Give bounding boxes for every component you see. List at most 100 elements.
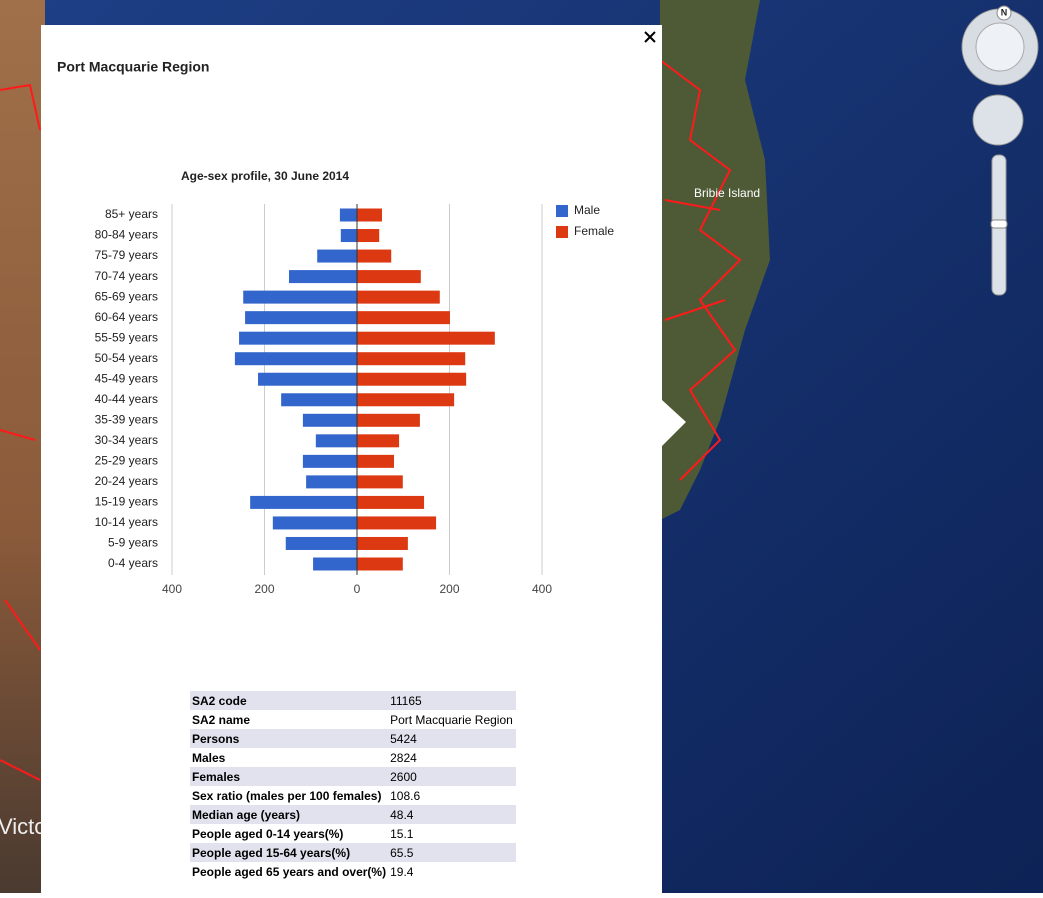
- bar: [317, 249, 357, 263]
- bar: [357, 352, 466, 366]
- bar: [357, 475, 403, 489]
- bar: [302, 454, 357, 468]
- bar: [357, 495, 425, 509]
- bar: [302, 413, 357, 427]
- close-button[interactable]: [644, 31, 656, 43]
- y-tick-label: 0-4 years: [108, 556, 158, 570]
- map-label: Victo: [0, 814, 47, 839]
- row-value: 5424: [388, 729, 517, 748]
- bar: [357, 393, 455, 407]
- row-label: People aged 15-64 years(%): [190, 843, 389, 862]
- boundaries: [659, 59, 742, 481]
- bar: [357, 536, 408, 550]
- row-value: Port Macquarie Region: [390, 712, 513, 727]
- y-tick-label: 75-79 years: [95, 248, 158, 262]
- row-value: 48.4: [388, 805, 517, 824]
- bar: [285, 536, 357, 550]
- row-value: 108.6: [390, 788, 421, 803]
- bar: [357, 557, 403, 571]
- row-label: Median age (years): [190, 805, 389, 824]
- y-tick-label: 35-39 years: [95, 412, 158, 426]
- x-tick-label: 0: [354, 582, 361, 596]
- row-value: 2600: [388, 767, 517, 786]
- y-tick-label: 40-44 years: [95, 392, 158, 406]
- row-label: Females: [190, 767, 389, 786]
- bar: [357, 434, 400, 448]
- table-row: Females 2600: [190, 767, 517, 786]
- row-label: Persons: [190, 729, 389, 748]
- row-label: Sex ratio (males per 100 females): [192, 788, 382, 803]
- bar: [357, 249, 392, 263]
- row-value: 65.5: [388, 843, 517, 862]
- bar: [357, 372, 467, 386]
- row-label: Males: [192, 750, 226, 765]
- y-tick-label: 10-14 years: [95, 515, 158, 529]
- bar: [234, 352, 357, 366]
- row-label: SA2 code: [190, 691, 389, 710]
- bar: [357, 311, 450, 325]
- popup-title: Port Macquarie Region: [57, 59, 209, 75]
- bar: [357, 516, 437, 530]
- row-label: People aged 65 years and over(%): [192, 864, 387, 879]
- x-tick-label: 200: [439, 582, 459, 596]
- bar: [357, 413, 420, 427]
- bar: [258, 372, 357, 386]
- row-value: 19.4: [390, 864, 414, 879]
- row-label: SA2 name: [192, 712, 251, 727]
- y-tick-label: 5-9 years: [108, 536, 158, 550]
- bar: [357, 270, 421, 284]
- legend-swatch: [556, 205, 568, 217]
- legend-label: Male: [574, 203, 600, 217]
- bar: [339, 208, 357, 222]
- bar: [357, 454, 394, 468]
- table-row: Males 2824: [190, 748, 516, 767]
- land-left: [0, 0, 45, 893]
- bar: [357, 290, 440, 304]
- bar: [245, 311, 357, 325]
- table-row: Persons 5424: [190, 729, 517, 748]
- y-tick-label: 55-59 years: [95, 330, 158, 344]
- compass[interactable]: [996, 5, 1012, 21]
- y-tick-label: 15-19 years: [95, 495, 158, 509]
- table-row: People aged 0-14 years(%) 15.1: [190, 824, 516, 843]
- move-control[interactable]: [972, 94, 1024, 146]
- y-tick-label: 45-49 years: [95, 371, 158, 385]
- y-tick-label: 20-24 years: [95, 474, 158, 488]
- legend-label: Female: [574, 224, 614, 238]
- land-right: [660, 0, 770, 520]
- look-control-inner[interactable]: [975, 22, 1025, 72]
- legend-swatch: [556, 226, 568, 238]
- y-tick-label: 80-84 years: [95, 228, 158, 242]
- bar: [250, 495, 357, 509]
- y-tick-label: 85+ years: [105, 207, 158, 221]
- bar: [313, 557, 357, 571]
- boundaries: [0, 83, 41, 781]
- y-tick-label: 30-34 years: [95, 433, 158, 447]
- y-tick-label: 70-74 years: [95, 269, 158, 283]
- row-value: 2824: [390, 750, 417, 765]
- zoom-thumb[interactable]: [990, 219, 1008, 229]
- bar: [340, 229, 357, 243]
- y-tick-label: 60-64 years: [95, 310, 158, 324]
- x-tick-label: 400: [532, 582, 552, 596]
- bar: [306, 475, 357, 489]
- bar: [315, 434, 357, 448]
- table-row: Sex ratio (males per 100 females) 108.6: [190, 786, 516, 805]
- bar: [272, 516, 357, 530]
- compass-label: N: [1001, 7, 1008, 17]
- popup-pointer: [662, 400, 686, 446]
- bar: [357, 331, 495, 345]
- map-label: Bribie Island: [694, 186, 760, 200]
- table-row: People aged 15-64 years(%) 65.5: [190, 843, 517, 862]
- y-tick-label: 50-54 years: [95, 351, 158, 365]
- table-row: SA2 name Port Macquarie Region: [190, 710, 516, 729]
- bar: [289, 270, 357, 284]
- table-row: SA2 code 11165: [190, 691, 517, 710]
- y-tick-label: 65-69 years: [95, 289, 158, 303]
- row-value: 15.1: [390, 826, 414, 841]
- bar: [357, 208, 382, 222]
- table-row: Median age (years) 48.4: [190, 805, 517, 824]
- info-table: SA2 code 11165 SA2 name Port Macquarie Regi…: [190, 691, 517, 881]
